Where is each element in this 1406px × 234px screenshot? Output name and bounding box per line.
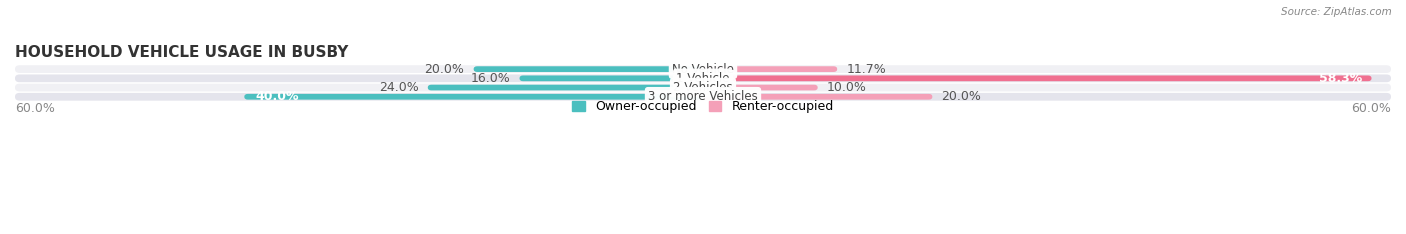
Text: No Vehicle: No Vehicle <box>672 63 734 76</box>
FancyBboxPatch shape <box>703 76 1371 81</box>
Legend: Owner-occupied, Renter-occupied: Owner-occupied, Renter-occupied <box>568 95 838 118</box>
Text: 2 Vehicles: 2 Vehicles <box>673 81 733 94</box>
Text: 20.0%: 20.0% <box>942 90 981 103</box>
Text: 40.0%: 40.0% <box>256 90 299 103</box>
FancyBboxPatch shape <box>15 74 1391 82</box>
Text: 1 Vehicle: 1 Vehicle <box>676 72 730 85</box>
Text: 60.0%: 60.0% <box>15 102 55 115</box>
Text: HOUSEHOLD VEHICLE USAGE IN BUSBY: HOUSEHOLD VEHICLE USAGE IN BUSBY <box>15 45 349 60</box>
Text: 24.0%: 24.0% <box>378 81 419 94</box>
FancyBboxPatch shape <box>15 93 1391 101</box>
FancyBboxPatch shape <box>703 66 837 72</box>
Text: Source: ZipAtlas.com: Source: ZipAtlas.com <box>1281 7 1392 17</box>
FancyBboxPatch shape <box>245 94 703 100</box>
FancyBboxPatch shape <box>427 85 703 90</box>
FancyBboxPatch shape <box>703 94 932 100</box>
Text: 58.3%: 58.3% <box>1319 72 1362 85</box>
FancyBboxPatch shape <box>520 76 703 81</box>
FancyBboxPatch shape <box>474 66 703 72</box>
FancyBboxPatch shape <box>15 84 1391 91</box>
Text: 10.0%: 10.0% <box>827 81 866 94</box>
FancyBboxPatch shape <box>15 65 1391 73</box>
Text: 16.0%: 16.0% <box>471 72 510 85</box>
Text: 3 or more Vehicles: 3 or more Vehicles <box>648 90 758 103</box>
Text: 60.0%: 60.0% <box>1351 102 1391 115</box>
FancyBboxPatch shape <box>703 85 818 90</box>
Text: 11.7%: 11.7% <box>846 63 886 76</box>
Text: 20.0%: 20.0% <box>425 63 464 76</box>
